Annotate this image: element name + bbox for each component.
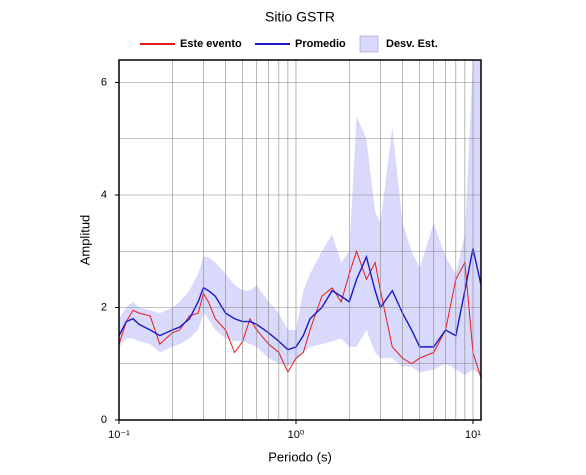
x-tick-label: 10⁻¹: [108, 429, 130, 441]
legend-label: Este evento: [180, 38, 242, 50]
plot-frame: [118, 59, 482, 421]
legend-swatch: [359, 35, 379, 53]
line: [119, 248, 481, 351]
legend-label: Desv. Est.: [386, 38, 438, 50]
y-tick-label: 0: [101, 414, 107, 426]
y-tick-label: 6: [101, 76, 107, 88]
x-tick-label: 10⁰: [288, 429, 305, 441]
legend-label: Promedio: [295, 38, 346, 50]
plot-area: [119, 60, 481, 378]
x-tick-label: 10¹: [465, 429, 481, 441]
y-tick-label: 4: [101, 189, 107, 201]
line: [119, 249, 481, 378]
chart-title: Sitio GSTR: [265, 9, 335, 25]
std-band: [119, 60, 481, 375]
y-tick-label: 2: [101, 301, 107, 313]
y-axis-label: Amplitud: [77, 215, 92, 266]
x-axis-label: Periodo (s): [268, 449, 332, 464]
